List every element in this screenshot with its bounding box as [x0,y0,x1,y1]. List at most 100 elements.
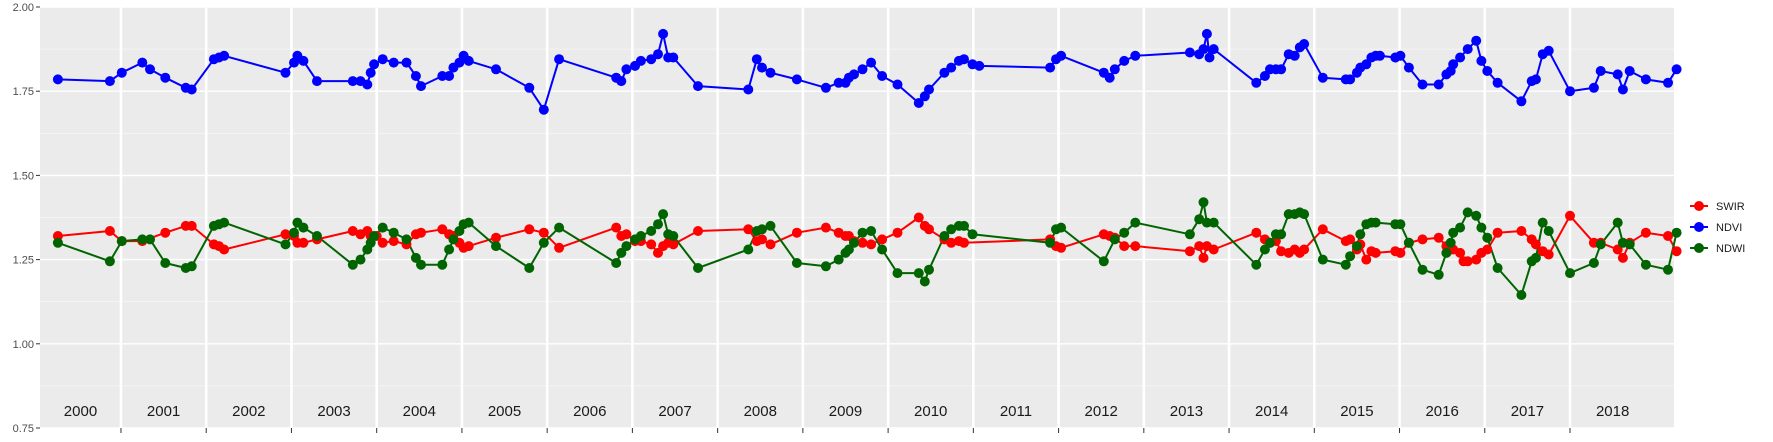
data-point-ndvi [791,74,802,85]
data-point-swir [298,237,309,248]
data-point-ndvi [186,84,197,95]
data-point-ndwi [1445,237,1456,248]
data-point-ndwi [668,231,679,241]
data-point-swir [219,244,230,255]
data-point-ndvi [1455,52,1466,63]
year-label: 2013 [1170,403,1203,420]
data-point-swir [866,239,877,250]
data-point-ndwi [849,237,859,248]
data-point-swir [377,237,388,248]
data-point-swir [1492,227,1503,238]
data-point-ndwi [1395,219,1406,230]
data-point-ndwi [1184,229,1195,240]
data-point-ndwi [377,222,388,233]
data-point-swir [1516,226,1527,236]
data-point-ndwi [635,231,646,241]
data-point-ndvi [1289,50,1300,61]
data-point-swir [1056,242,1067,253]
data-point-ndwi [743,244,754,255]
data-point-ndvi [913,98,924,108]
data-point-ndwi [1640,259,1651,270]
data-point-ndwi [444,244,455,255]
data-point-ndwi [693,263,703,273]
data-point-ndwi [959,220,969,231]
data-point-swir [1417,234,1428,245]
data-point-ndwi [137,234,148,245]
data-point-ndvi [388,57,399,68]
data-point-ndvi [1104,72,1115,83]
data-point-swir [1299,244,1310,255]
data-point-ndwi [289,227,299,238]
data-point-ndwi [1537,217,1548,228]
data-point-ndvi [974,60,985,71]
data-point-ndwi [877,244,888,255]
data-point-ndwi [1045,237,1056,248]
year-label: 2011 [1000,403,1032,420]
data-point-ndvi [145,64,155,75]
data-point-ndvi [219,50,230,61]
data-point-swir [388,236,399,247]
data-point-ndvi [104,76,115,87]
year-label: 2006 [573,403,606,420]
data-point-swir [1198,252,1209,263]
data-point-ndwi [919,276,930,287]
data-point-swir [1194,241,1205,252]
legend: SWIR NDVI NDWI [1690,201,1745,255]
data-point-swir [1361,254,1372,265]
data-point-ndwi [646,226,657,236]
data-point-swir [524,224,535,235]
data-point-ndwi [1516,290,1527,300]
data-point-swir [743,224,754,235]
data-point-ndvi [1299,39,1310,49]
data-point-ndwi [410,252,421,263]
data-point-ndwi [1441,247,1452,258]
data-point-ndvi [1317,72,1328,83]
data-point-swir [280,229,291,240]
data-point-ndvi [369,59,380,70]
year-label: 2003 [317,403,350,420]
data-point-ndwi [946,224,957,235]
y-tick-label: 2.00 [13,2,34,14]
data-point-ndvi [1361,59,1372,70]
data-point-ndwi [401,234,412,245]
legend-label: NDVI [1716,222,1742,234]
y-axis: 0.75 1.00 1.25 1.50 1.75 2.00 [13,2,40,435]
data-point-ndvi [1208,44,1219,55]
data-point-swir [1565,210,1575,221]
data-point-swir [1640,227,1651,238]
data-point-swir [1370,247,1381,258]
data-point-ndwi [448,234,459,245]
data-point-ndvi [820,82,831,93]
data-point-ndvi [1403,62,1414,73]
data-point-ndvi [1624,66,1635,76]
data-point-swir [347,226,358,236]
data-point-ndwi [913,268,924,279]
data-point-ndvi [668,52,679,63]
data-point-ndwi [1612,217,1623,228]
data-point-ndvi [877,71,888,81]
data-point-ndwi [1543,226,1554,236]
data-point-ndwi [1340,259,1351,270]
year-label: 2016 [1425,403,1458,420]
data-point-ndvi [1516,96,1527,107]
data-point-ndwi [1476,222,1487,233]
data-point-swir [959,237,969,248]
data-point-ndwi [1433,269,1444,280]
data-point-ndvi [857,64,868,75]
data-point-ndwi [554,222,565,233]
data-point-swir [1617,252,1628,263]
data-point-ndvi [377,54,388,65]
data-point-ndvi [653,49,663,60]
data-point-ndvi [743,84,754,95]
data-point-ndwi [312,231,322,241]
data-point-ndvi [298,55,309,66]
data-point-ndwi [1403,237,1414,248]
data-point-ndwi [388,227,399,238]
grid-lines [40,6,1674,429]
data-point-ndwi [939,231,950,241]
data-point-ndvi [635,55,646,66]
data-point-ndwi [1462,207,1473,218]
legend-key-point [1694,222,1704,232]
data-point-ndwi [1299,209,1310,220]
